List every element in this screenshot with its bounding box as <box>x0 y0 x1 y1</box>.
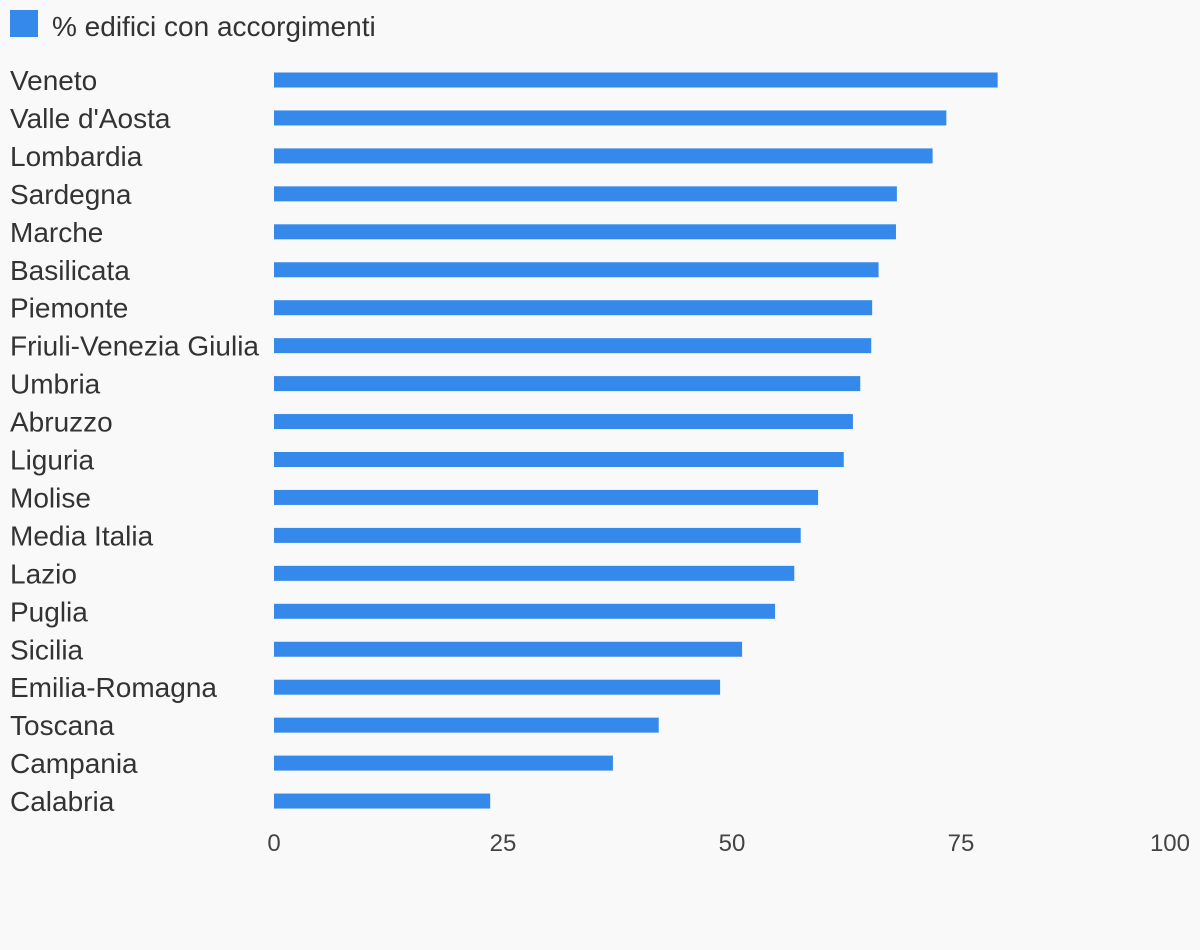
category-label: Sicilia <box>10 634 84 665</box>
category-label: Umbria <box>10 369 101 400</box>
bar <box>274 793 491 809</box>
bar <box>274 565 795 581</box>
category-label: Emilia-Romagna <box>10 672 217 703</box>
category-label: Abruzzo <box>10 407 113 438</box>
category-label: Lazio <box>10 558 77 589</box>
bar <box>274 300 873 316</box>
category-label: Lombardia <box>10 141 143 172</box>
bar <box>274 224 896 240</box>
bar <box>274 603 776 619</box>
bar <box>274 186 897 202</box>
x-tick-label: 50 <box>719 830 746 857</box>
category-label: Liguria <box>10 445 94 476</box>
category-label: Media Italia <box>10 520 154 551</box>
category-label: Marche <box>10 217 103 248</box>
category-label: Friuli-Venezia Giulia <box>10 331 259 362</box>
category-label: Sardegna <box>10 179 132 210</box>
category-label: Molise <box>10 482 91 513</box>
category-label: Piemonte <box>10 293 128 324</box>
legend-label: % edifici con accorgimenti <box>52 11 376 42</box>
bar <box>274 755 613 771</box>
bar <box>274 148 933 164</box>
category-label: Calabria <box>10 786 115 817</box>
bar <box>274 376 861 392</box>
category-label: Puglia <box>10 596 88 627</box>
bar <box>274 452 844 467</box>
bar <box>274 262 879 278</box>
bar <box>274 414 853 430</box>
bar <box>274 489 819 505</box>
x-tick-label: 100 <box>1150 830 1190 857</box>
legend-swatch <box>10 9 38 37</box>
category-label: Toscana <box>10 710 115 741</box>
category-label: Valle d'Aosta <box>10 103 171 134</box>
bar <box>274 72 998 88</box>
category-label: Veneto <box>10 65 97 96</box>
bar <box>274 679 721 695</box>
bar <box>274 527 801 543</box>
x-tick-label: 25 <box>490 830 517 857</box>
x-tick-label: 0 <box>267 830 280 857</box>
bar <box>274 641 743 657</box>
bar <box>274 717 659 733</box>
category-label: Campania <box>10 748 138 779</box>
x-tick-label: 75 <box>948 830 975 857</box>
bar <box>274 110 947 126</box>
legend: % edifici con accorgimenti <box>10 9 376 44</box>
category-label: Basilicata <box>10 255 130 286</box>
bar <box>274 338 872 354</box>
